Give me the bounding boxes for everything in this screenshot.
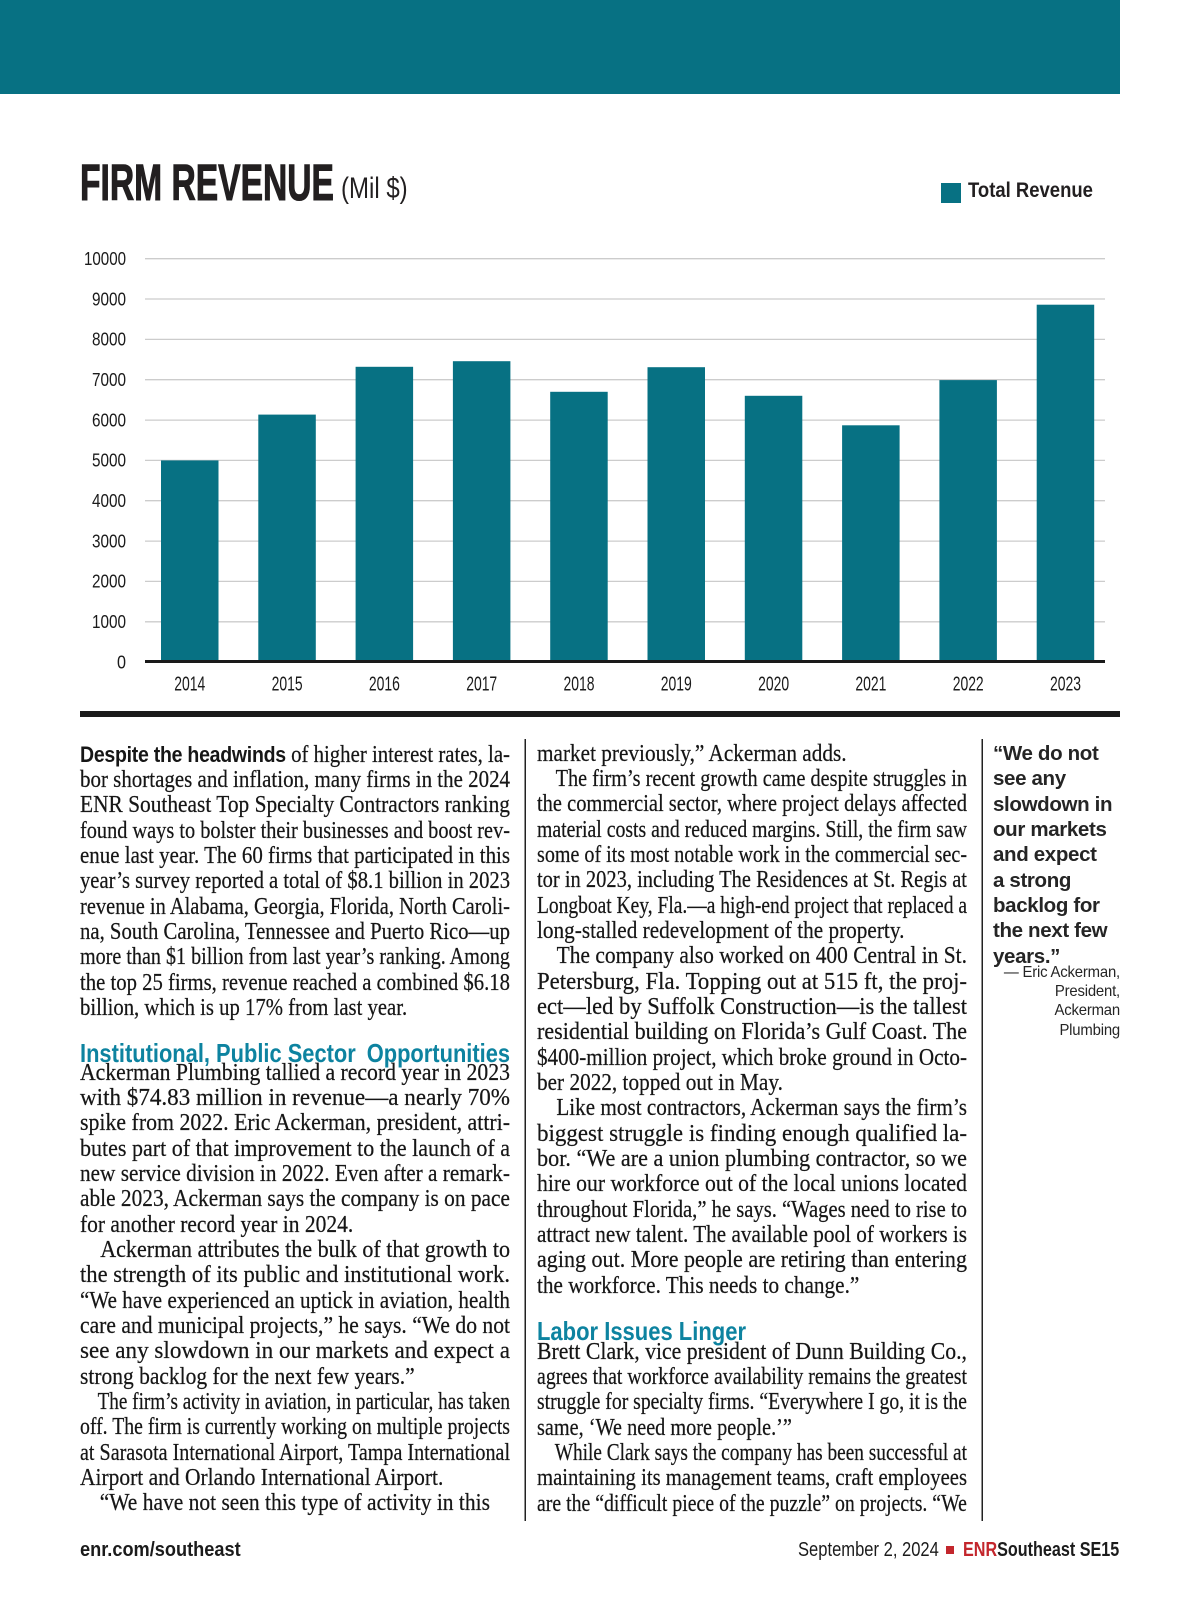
svg-text:6000: 6000	[92, 410, 126, 430]
svg-text:5000: 5000	[92, 451, 126, 471]
svg-text:2021: 2021	[855, 674, 886, 696]
svg-text:2020: 2020	[758, 674, 789, 696]
svg-text:4000: 4000	[92, 491, 126, 511]
svg-text:2015: 2015	[272, 674, 303, 696]
svg-text:0: 0	[117, 652, 126, 672]
svg-text:8000: 8000	[92, 330, 126, 350]
svg-text:10000: 10000	[84, 249, 126, 269]
svg-text:9000: 9000	[92, 289, 126, 309]
svg-text:3000: 3000	[92, 531, 126, 551]
svg-text:2023: 2023	[1050, 674, 1081, 696]
svg-text:2018: 2018	[564, 674, 595, 696]
svg-text:2019: 2019	[661, 674, 692, 696]
svg-text:2016: 2016	[369, 674, 400, 696]
svg-text:2017: 2017	[466, 674, 497, 696]
svg-text:2014: 2014	[174, 674, 205, 696]
svg-text:2000: 2000	[92, 572, 126, 592]
svg-text:7000: 7000	[92, 370, 126, 390]
svg-text:2022: 2022	[953, 674, 984, 696]
svg-text:1000: 1000	[92, 612, 126, 632]
